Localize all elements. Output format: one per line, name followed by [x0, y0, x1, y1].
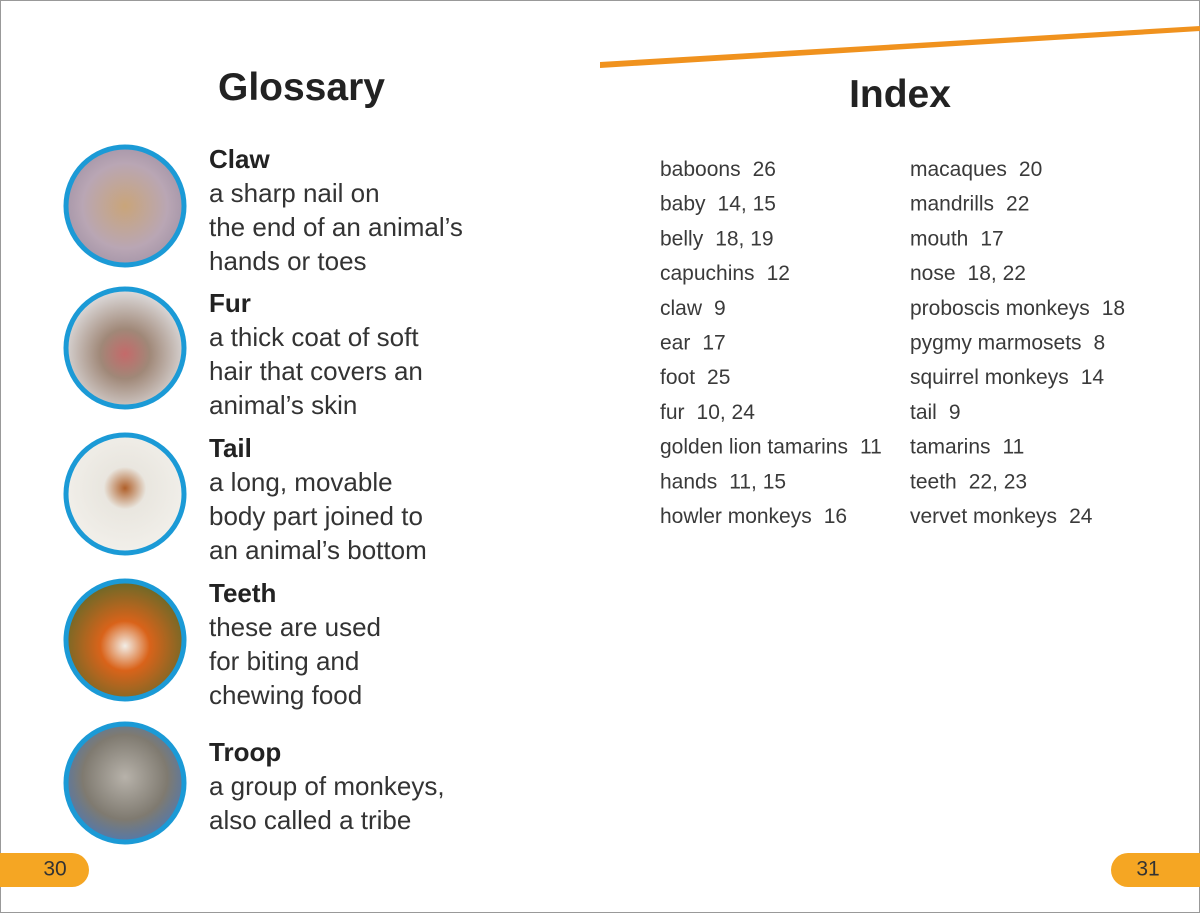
glossary-term: Claw — [209, 144, 270, 174]
index-term: pygmy marmosets — [910, 331, 1082, 354]
glossary-term: Tail — [209, 433, 252, 463]
index-entry: fur 10, 24 — [660, 400, 755, 423]
glossary-photo — [63, 721, 187, 845]
glossary-definition: a group of monkeys, — [209, 771, 445, 801]
index-term: hands — [660, 470, 717, 493]
index-entry: mouth 17 — [910, 227, 1004, 250]
index-term: foot — [660, 366, 695, 389]
index-pages: 20 — [1019, 158, 1042, 181]
glossary-photo — [63, 286, 187, 410]
index-entry: golden lion tamarins 11 — [660, 435, 882, 458]
index-entry: squirrel monkeys 14 — [910, 366, 1104, 389]
index-pages: 11, 15 — [729, 470, 786, 493]
page-number: 31 — [1136, 858, 1159, 881]
index-term: macaques — [910, 158, 1007, 181]
index-term: teeth — [910, 470, 957, 493]
index-pages: 18 — [1102, 296, 1125, 319]
page-number: 30 — [43, 858, 66, 881]
index-entry: nose 18, 22 — [910, 262, 1026, 285]
glossary-title: Glossary — [218, 66, 385, 109]
glossary-definition: the end of an animal’s — [209, 212, 463, 242]
index-pages: 14 — [1081, 366, 1105, 389]
index-entry: belly 18, 19 — [660, 227, 774, 250]
glossary-definition: animal’s skin — [209, 390, 357, 420]
index-pages: 8 — [1094, 331, 1106, 354]
index-entry: vervet monkeys 24 — [910, 505, 1093, 528]
index-entry: tail 9 — [910, 400, 961, 423]
index-entry: foot 25 — [660, 366, 730, 389]
glossary-definition: a long, movable — [209, 467, 393, 497]
glossary-definition: an animal’s bottom — [209, 535, 427, 565]
index-term: nose — [910, 262, 956, 285]
index-entry: macaques 20 — [910, 158, 1042, 181]
index-entry: ear 17 — [660, 331, 726, 354]
index-pages: 12 — [767, 262, 790, 285]
index-term: tail — [910, 400, 937, 423]
index-pages: 9 — [714, 296, 726, 319]
index-term: tamarins — [910, 435, 991, 458]
glossary-photo — [63, 578, 187, 702]
glossary-definition: body part joined to — [209, 501, 423, 531]
index-pages: 14, 15 — [718, 192, 776, 215]
index-pages: 24 — [1069, 505, 1093, 528]
page-tab — [1111, 853, 1200, 887]
glossary-definition: a sharp nail on — [209, 178, 380, 208]
index-entry: howler monkeys 16 — [660, 505, 847, 528]
index-entry: mandrills 22 — [910, 192, 1029, 215]
index-entry: proboscis monkeys 18 — [910, 296, 1125, 319]
index-term: mouth — [910, 227, 968, 250]
glossary-definition: for biting and — [209, 646, 359, 676]
page-tab — [0, 853, 89, 887]
index-entry: baby 14, 15 — [660, 192, 776, 215]
index-term: mandrills — [910, 192, 994, 215]
index-term: belly — [660, 227, 704, 250]
index-term: golden lion tamarins — [660, 435, 848, 458]
index-pages: 22 — [1006, 192, 1029, 215]
index-pages: 18, 19 — [715, 227, 773, 250]
index-pages: 17 — [980, 227, 1003, 250]
glossary-term: Troop — [209, 737, 281, 767]
index-term: ear — [660, 331, 690, 354]
index-entry: pygmy marmosets 8 — [910, 331, 1105, 354]
glossary-term: Teeth — [209, 578, 276, 608]
glossary-definition: a thick coat of soft — [209, 322, 419, 352]
glossary-definition: chewing food — [209, 680, 362, 710]
index-term: capuchins — [660, 262, 755, 285]
index-pages: 17 — [702, 331, 725, 354]
index-term: proboscis monkeys — [910, 296, 1090, 319]
index-term: squirrel monkeys — [910, 366, 1069, 389]
index-term: fur — [660, 400, 685, 423]
index-term: baby — [660, 192, 706, 215]
index-pages: 16 — [824, 505, 847, 528]
glossary-definition: hair that covers an — [209, 356, 423, 386]
index-entry: teeth 22, 23 — [910, 470, 1027, 493]
index-entry: baboons 26 — [660, 158, 776, 181]
index-entry: capuchins 12 — [660, 262, 790, 285]
index-pages: 10, 24 — [697, 400, 756, 423]
index-pages: 9 — [949, 400, 961, 423]
index-pages: 11 — [1003, 435, 1025, 458]
index-pages: 11 — [860, 435, 882, 458]
glossary-definition: these are used — [209, 612, 381, 642]
index-pages: 18, 22 — [968, 262, 1026, 285]
index-term: baboons — [660, 158, 741, 181]
index-term: vervet monkeys — [910, 505, 1057, 528]
index-pages: 25 — [707, 366, 730, 389]
accent-stripe — [600, 26, 1200, 68]
index-pages: 22, 23 — [969, 470, 1027, 493]
index-term: howler monkeys — [660, 505, 812, 528]
glossary-term: Fur — [209, 288, 251, 318]
glossary-photo — [63, 432, 187, 556]
index-entry: claw 9 — [660, 296, 726, 319]
glossary-definition: also called a tribe — [209, 805, 411, 835]
glossary-photo — [63, 144, 187, 268]
index-entry: hands 11, 15 — [660, 470, 786, 493]
index-entry: tamarins 11 — [910, 435, 1024, 458]
index-title: Index — [849, 73, 951, 116]
glossary-definition: hands or toes — [209, 246, 367, 276]
index-pages: 26 — [753, 158, 776, 181]
index-term: claw — [660, 296, 703, 319]
